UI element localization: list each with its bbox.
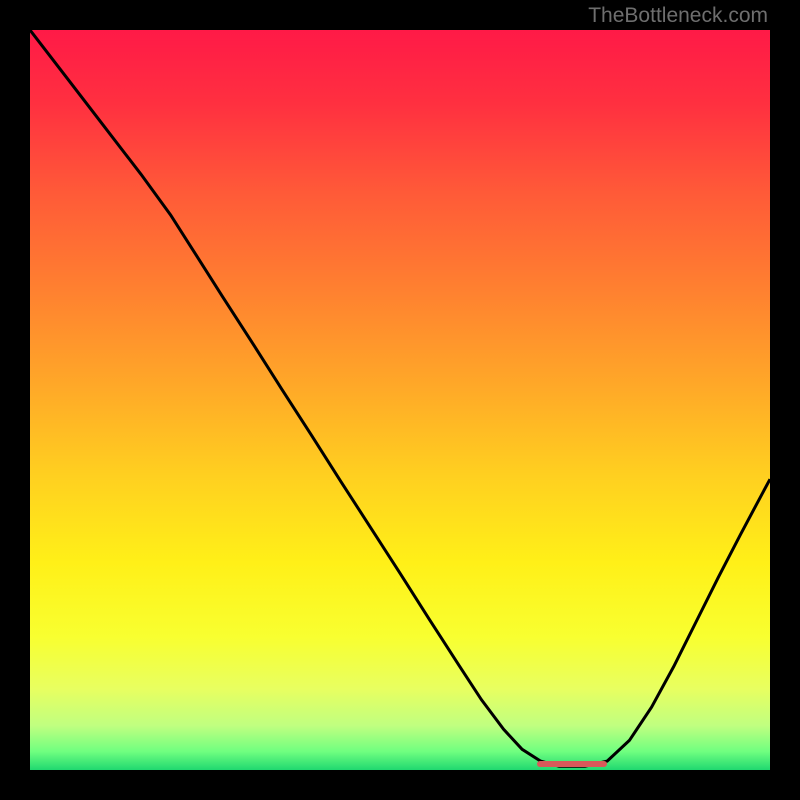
watermark-text: TheBottleneck.com <box>588 4 768 28</box>
optimal-range-marker <box>537 761 607 767</box>
plot-area <box>30 30 770 770</box>
bottleneck-curve <box>30 30 770 770</box>
